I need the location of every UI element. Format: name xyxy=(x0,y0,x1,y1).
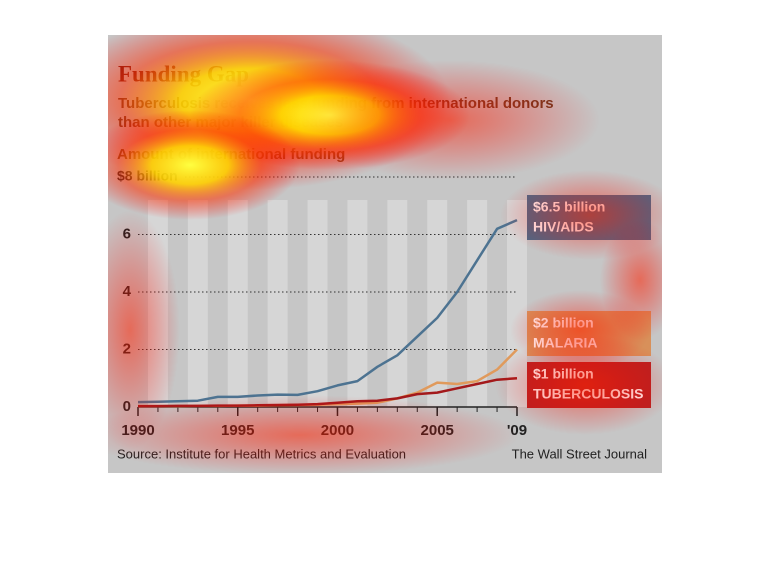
credit: The Wall Street Journal xyxy=(512,446,647,461)
stripe xyxy=(387,200,408,407)
stripe xyxy=(307,200,328,407)
stripes xyxy=(147,200,527,407)
y-tick-label: 6 xyxy=(123,225,131,242)
chart-title: Funding Gap xyxy=(118,61,249,86)
stripe xyxy=(267,200,288,407)
x-tick-label: '09 xyxy=(507,422,527,439)
x-tick-label: 1995 xyxy=(221,422,254,439)
stripe xyxy=(427,200,448,407)
x-tick-label: 2005 xyxy=(421,422,454,439)
legend-label: HIV/AIDS xyxy=(533,219,594,235)
stripe xyxy=(507,200,527,407)
x-tick-label: 1990 xyxy=(121,422,154,439)
subtitle-box: Tuberculosis receives less funding from … xyxy=(118,95,554,131)
source: Source: Institute for Health Metrics and… xyxy=(117,446,406,461)
value-label: $6.5 billion xyxy=(533,199,605,215)
y-tick-label: 4 xyxy=(123,283,132,300)
y-tick-label: 0 xyxy=(123,398,131,415)
stripe xyxy=(187,200,208,407)
stripe xyxy=(347,200,368,407)
y-tick-label: 2 xyxy=(123,340,131,357)
stripe xyxy=(147,200,168,407)
y-tick-label: $8 billion xyxy=(117,168,178,184)
value-label: $1 billion xyxy=(533,366,594,382)
legend-label: MALARIA xyxy=(533,335,598,351)
legend-label: TUBERCULOSIS xyxy=(533,386,643,402)
stripe xyxy=(227,200,248,407)
y-axis-label: Amount of international funding xyxy=(117,146,345,163)
value-label: $2 billion xyxy=(533,315,594,331)
x-tick-label: 2000 xyxy=(321,422,354,439)
chart-subtitle: Tuberculosis receives less funding from … xyxy=(118,95,554,131)
